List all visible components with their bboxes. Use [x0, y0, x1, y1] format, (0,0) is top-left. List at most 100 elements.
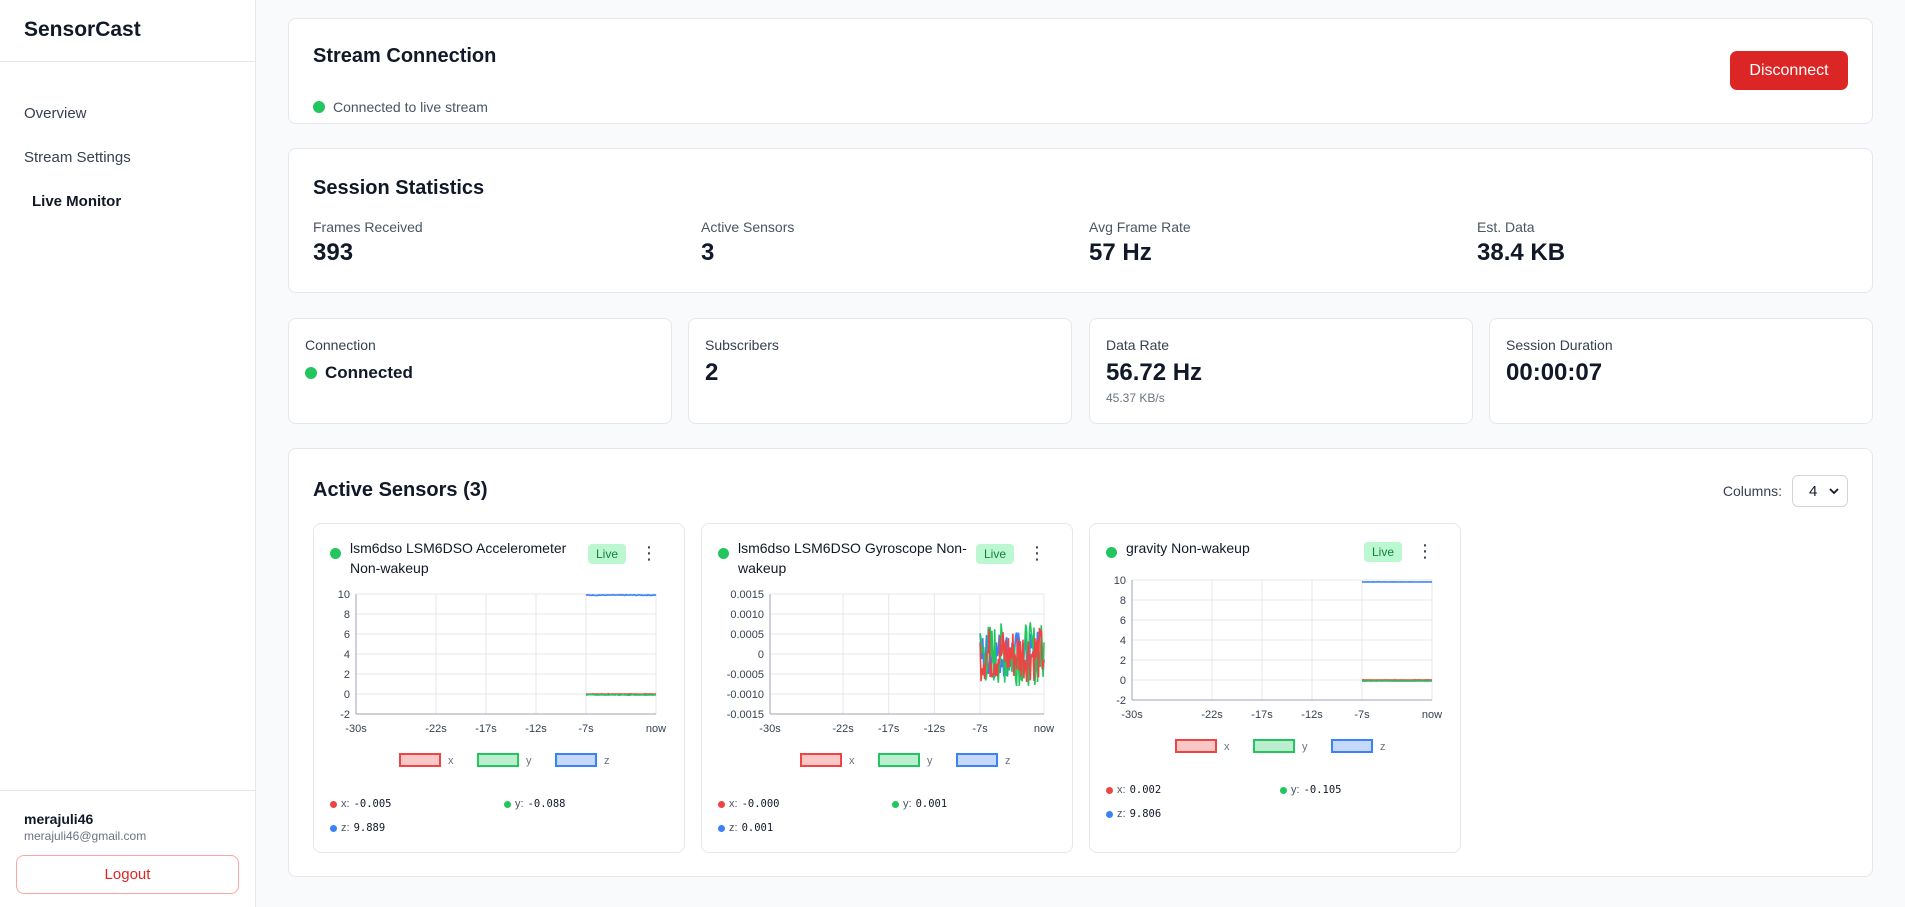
- y-tick-label: 10: [338, 589, 350, 601]
- columns-value: 4: [1809, 482, 1818, 500]
- legend-label-y: y: [526, 755, 532, 767]
- reading-x-value: -0.000: [741, 798, 780, 810]
- reading-y-value: -0.105: [1303, 784, 1342, 796]
- legend-swatch-z: [555, 753, 597, 767]
- reading-x: x: -0.000: [718, 798, 780, 810]
- reading-z: z: 0.001: [718, 822, 773, 834]
- logout-button[interactable]: Logout: [16, 855, 239, 894]
- sensor-card: lsm6dso LSM6DSO Accelerometer Non-wakeup…: [313, 523, 685, 853]
- legend-swatch-x: [800, 753, 842, 767]
- sensor-name: lsm6dso LSM6DSO Gyroscope Non-wakeup: [738, 540, 967, 576]
- stat-est-data: Est. Data 38.4 KB: [1477, 219, 1565, 267]
- reading-x: x: 0.002: [1106, 784, 1161, 796]
- sensor-header: lsm6dso LSM6DSO Accelerometer Non-wakeup…: [330, 538, 670, 578]
- sidebar-item-stream-settings[interactable]: Stream Settings: [24, 149, 131, 166]
- live-badge: Live: [1363, 542, 1402, 562]
- sensor-header: lsm6dso LSM6DSO Gyroscope Non-wakeup Liv…: [718, 538, 1058, 578]
- connection-metric-text: Connected: [325, 363, 413, 382]
- reading-z-value: 0.001: [741, 822, 774, 834]
- user-block: merajuli46 merajuli46@gmail.com Logout: [0, 790, 255, 907]
- status-dot-icon: [330, 548, 341, 559]
- stat-value: 3: [701, 239, 715, 266]
- x-tick-label: -12s: [1301, 709, 1323, 721]
- session-statistics-title: Session Statistics: [313, 177, 485, 199]
- status-dot-icon: [718, 548, 729, 559]
- more-options-icon[interactable]: ⋮: [1416, 541, 1434, 561]
- x-tick-label: -7s: [1354, 709, 1370, 721]
- reading-x-value: 0.002: [1129, 784, 1162, 796]
- active-sensors-card: Active Sensors (3) Columns: 4 lsm6dso LS…: [288, 448, 1873, 877]
- reading-z: z: 9.889: [330, 822, 385, 834]
- y-tick-label: 0: [1120, 675, 1126, 687]
- series-z-line: [585, 593, 657, 597]
- y-tick-label: 2: [1120, 655, 1126, 667]
- reading-x-value: -0.005: [353, 798, 392, 810]
- live-badge: Live: [587, 544, 626, 564]
- y-tick-label: 10: [1114, 575, 1126, 587]
- x-tick-label: -7s: [578, 723, 594, 735]
- x-tick-label: -22s: [832, 723, 854, 735]
- columns-control: Columns: 4: [1723, 475, 1848, 507]
- sensor-card: lsm6dso LSM6DSO Gyroscope Non-wakeup Liv…: [701, 523, 1073, 853]
- legend-label-x: x: [448, 755, 454, 767]
- reading-y: y: -0.105: [1280, 784, 1342, 796]
- y-tick-label: 4: [344, 649, 350, 661]
- stream-connection-card: Stream Connection Connected to live stre…: [288, 18, 1873, 124]
- stat-frames-received: Frames Received 393: [313, 219, 423, 267]
- metric-subvalue: 45.37 KB/s: [1106, 391, 1165, 405]
- z-dot-icon: [330, 824, 337, 832]
- live-badge: Live: [975, 544, 1014, 564]
- sensor-chart: 10 8 6 4 2 0 -2 -30s -22s -17s -12s -7s now x y z: [338, 589, 666, 767]
- metric-label: Data Rate: [1106, 337, 1170, 353]
- legend-label-x: x: [849, 755, 855, 767]
- legend-swatch-y: [878, 753, 920, 767]
- x-tick-label: -30s: [1121, 709, 1143, 721]
- app-logo: SensorCast: [0, 0, 255, 62]
- x-tick-label: -22s: [425, 723, 447, 735]
- more-options-icon[interactable]: ⋮: [1028, 543, 1046, 563]
- sidebar-item-overview[interactable]: Overview: [24, 105, 87, 122]
- sidebar: SensorCast Overview Stream Settings Live…: [0, 0, 256, 907]
- legend-swatch-z: [1331, 739, 1373, 753]
- x-tick-label: -17s: [878, 723, 900, 735]
- legend-label-z: z: [604, 755, 610, 767]
- reading-y: y: -0.088: [504, 798, 566, 810]
- y-tick-label: 0.0015: [730, 589, 764, 601]
- columns-select[interactable]: 4: [1792, 475, 1848, 507]
- series-y-line: [585, 693, 657, 697]
- x-dot-icon: [1106, 786, 1113, 794]
- y-dot-icon: [504, 800, 511, 808]
- legend-swatch-z: [956, 753, 998, 767]
- legend-swatch-y: [1253, 739, 1295, 753]
- metric-label: Connection: [305, 337, 376, 353]
- stat-value: 38.4 KB: [1477, 239, 1566, 266]
- x-tick-label: now: [646, 723, 666, 735]
- x-tick-label: -30s: [345, 723, 367, 735]
- more-options-icon[interactable]: ⋮: [640, 543, 658, 563]
- stat-value: 57 Hz: [1089, 239, 1152, 266]
- sensor-name: lsm6dso LSM6DSO Accelerometer Non-wakeup: [350, 540, 567, 576]
- y-tick-label: -2: [340, 709, 350, 721]
- stat-label: Est. Data: [1477, 219, 1535, 235]
- session-duration-metric-card: Session Duration 00:00:07: [1489, 318, 1873, 424]
- sidebar-item-live-monitor[interactable]: Live Monitor: [32, 193, 122, 210]
- reading-y-value: -0.088: [527, 798, 566, 810]
- y-tick-label: -0.0010: [727, 689, 764, 701]
- reading-z-value: 9.889: [353, 822, 386, 834]
- metric-value: 56.72 Hz: [1106, 359, 1203, 386]
- x-tick-label: now: [1034, 723, 1054, 735]
- legend-label-z: z: [1380, 741, 1386, 753]
- disconnect-button[interactable]: Disconnect: [1730, 51, 1848, 90]
- connection-metric-card: Connection Connected: [288, 318, 672, 424]
- legend-swatch-x: [399, 753, 441, 767]
- series-x-line: [979, 627, 1045, 683]
- y-tick-label: 0: [758, 649, 764, 661]
- x-dot-icon: [330, 800, 337, 808]
- y-tick-label: 8: [1120, 595, 1126, 607]
- legend-swatch-x: [1175, 739, 1217, 753]
- stream-connection-title: Stream Connection: [313, 45, 497, 67]
- metric-value: 2: [705, 359, 719, 386]
- metric-value: 00:00:07: [1506, 359, 1603, 386]
- x-tick-label: -17s: [475, 723, 497, 735]
- stat-label: Frames Received: [313, 219, 423, 235]
